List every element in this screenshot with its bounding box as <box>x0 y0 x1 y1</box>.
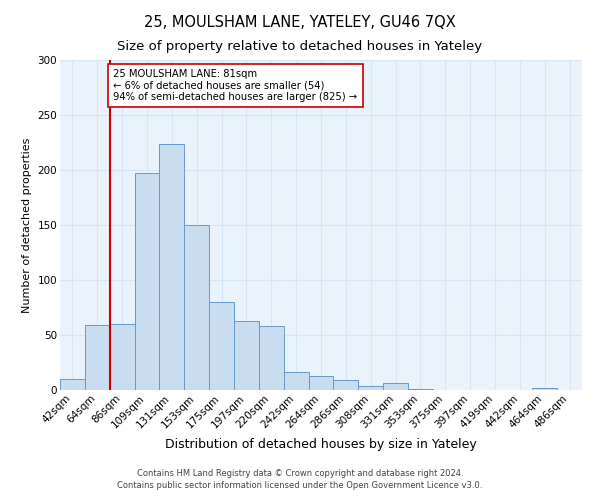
Bar <box>184 225 209 390</box>
Bar <box>408 389 433 390</box>
Bar <box>308 376 334 390</box>
Text: 25 MOULSHAM LANE: 81sqm
← 6% of detached houses are smaller (54)
94% of semi-det: 25 MOULSHAM LANE: 81sqm ← 6% of detached… <box>113 69 358 102</box>
Bar <box>60 379 85 390</box>
Text: Contains HM Land Registry data © Crown copyright and database right 2024.
Contai: Contains HM Land Registry data © Crown c… <box>118 468 482 490</box>
Bar <box>383 384 408 390</box>
Text: Size of property relative to detached houses in Yateley: Size of property relative to detached ho… <box>118 40 482 53</box>
Bar <box>85 325 110 390</box>
Bar <box>134 174 160 390</box>
Bar <box>110 324 134 390</box>
Y-axis label: Number of detached properties: Number of detached properties <box>22 138 32 312</box>
Bar <box>358 386 383 390</box>
Bar <box>259 326 284 390</box>
Bar <box>284 372 308 390</box>
Bar <box>234 320 259 390</box>
Bar <box>532 388 557 390</box>
Bar <box>209 302 234 390</box>
Text: 25, MOULSHAM LANE, YATELEY, GU46 7QX: 25, MOULSHAM LANE, YATELEY, GU46 7QX <box>144 15 456 30</box>
X-axis label: Distribution of detached houses by size in Yateley: Distribution of detached houses by size … <box>165 438 477 451</box>
Bar <box>334 380 358 390</box>
Bar <box>160 144 184 390</box>
